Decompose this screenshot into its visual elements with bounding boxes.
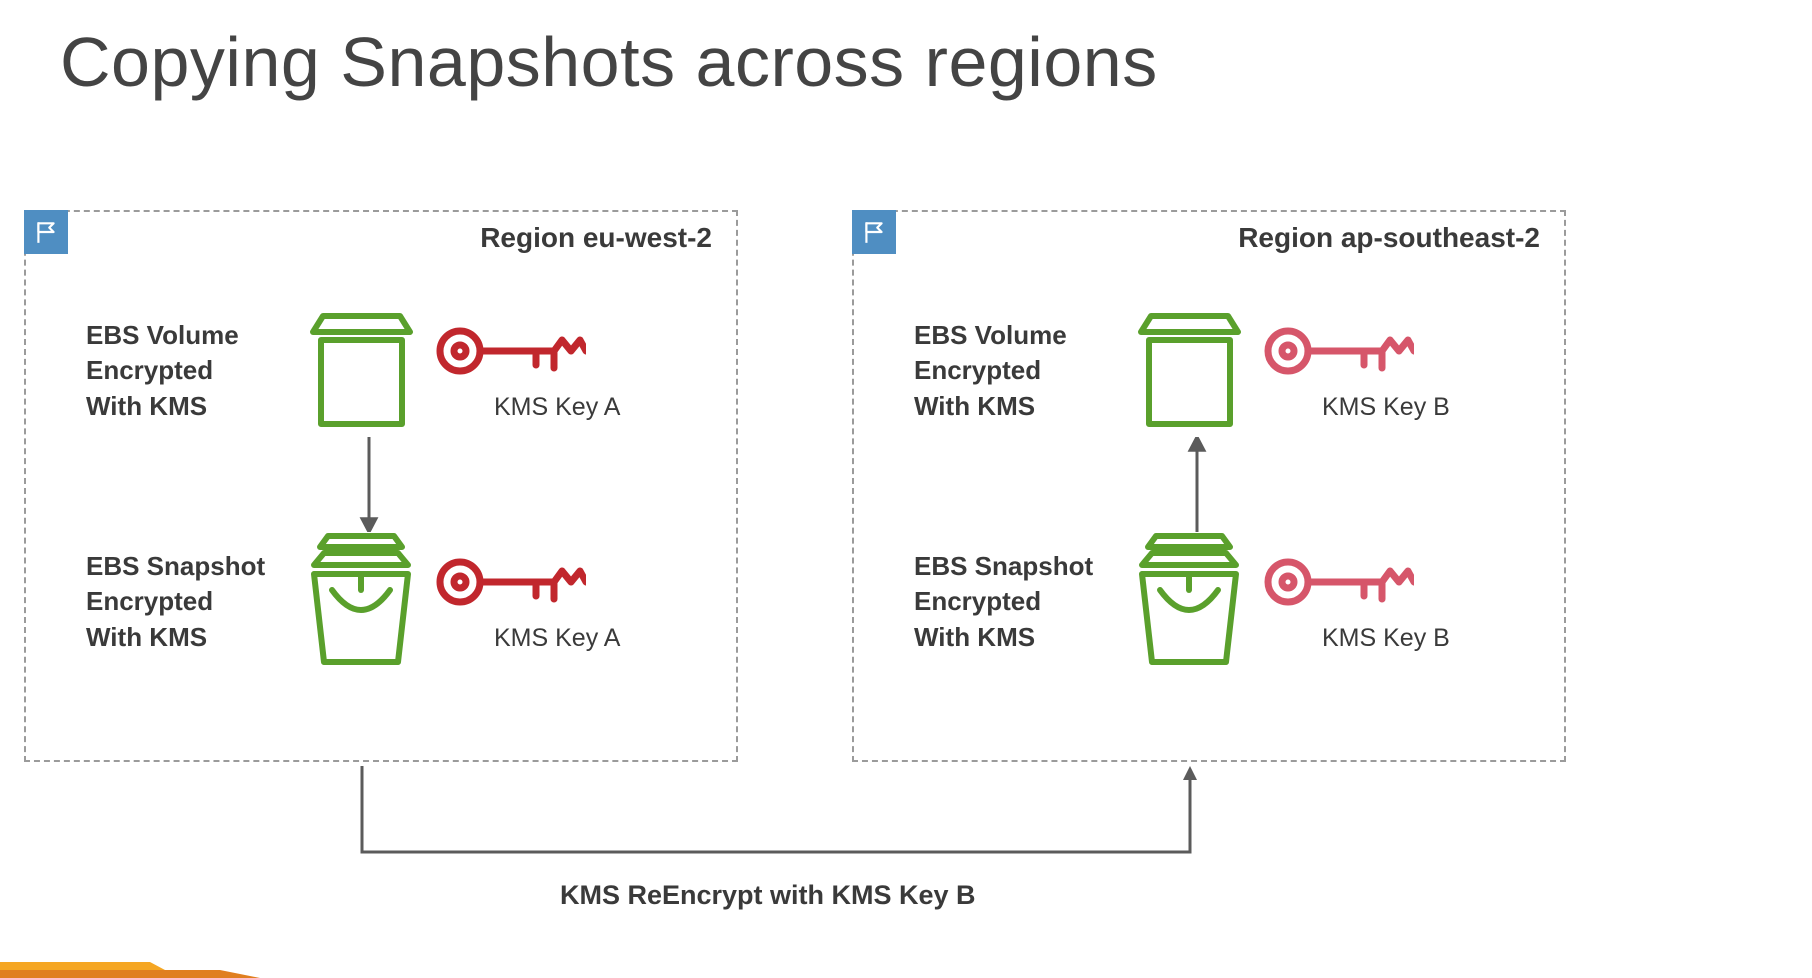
diagram-canvas: Copying Snapshots across regions Region …: [0, 0, 1812, 978]
connector-label: KMS ReEncrypt with KMS Key B: [560, 880, 976, 911]
slide-decoration: [0, 952, 260, 978]
connector-arrow: [0, 0, 1812, 978]
